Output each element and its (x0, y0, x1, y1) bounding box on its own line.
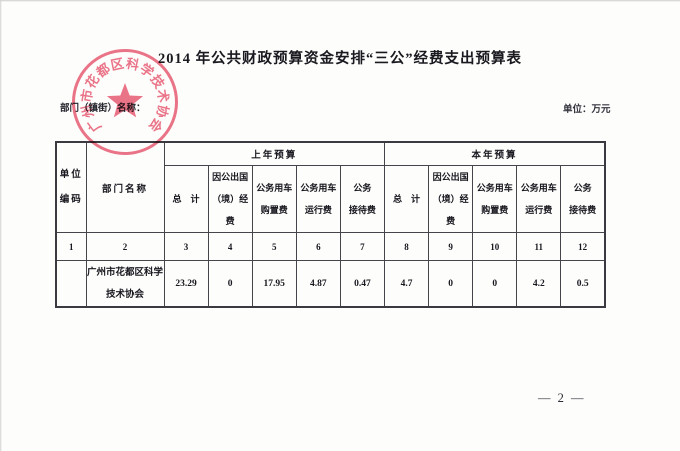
cell-value: 0 (428, 260, 474, 308)
sub-header-car-purchase-ly: 公务用车 购置费 (251, 165, 297, 233)
sub-header-abroad-ly: 因公出国 （境）经费 (207, 165, 253, 233)
sub-header-text: 公务 (573, 183, 592, 193)
cell-value: 0.47 (339, 260, 385, 308)
sub-header-car-purchase-ty: 公务用车 购置费 (472, 165, 518, 233)
unit-of-measure-label: 单位：万元 (563, 105, 611, 115)
column-number-cell: 7 (339, 232, 385, 261)
column-number-cell: 12 (560, 232, 606, 261)
svg-text:术: 术 (154, 87, 171, 103)
column-number-cell: 8 (383, 232, 430, 261)
cell-dept-name: 广州市花都区科学 技术协会 (85, 260, 165, 308)
dept-name-label: 部门（镇街）名称： (60, 104, 146, 114)
header-unit-code-line1: 单位 (59, 169, 83, 180)
sub-header-text: 公务 (353, 183, 372, 193)
stamp-star-icon (106, 83, 144, 118)
group-header-this-year: 本年预算 (383, 141, 606, 166)
column-number-cell: 11 (516, 232, 562, 261)
sub-header-text: 运行费 (525, 205, 553, 215)
column-number-cell: 1 (55, 232, 87, 261)
cell-value: 23.29 (163, 260, 209, 308)
cell-value: 4.2 (516, 260, 562, 308)
sub-header-text: 购置费 (481, 205, 509, 215)
cell-value: 0 (207, 260, 253, 308)
svg-text:会: 会 (145, 115, 165, 135)
header-unit-code: 单位 编码 (55, 141, 87, 233)
header-unit-code-line2: 编码 (59, 194, 83, 205)
cell-value: 0.5 (560, 260, 606, 308)
sub-header-total-ly: 总 计 (163, 165, 209, 233)
group-header-last-year: 上年预算 (163, 141, 385, 166)
column-number-cell: 3 (163, 232, 209, 261)
sub-header-total-ty: 总 计 (383, 165, 430, 233)
sub-header-text: 公务用车 (476, 183, 513, 193)
sub-header-text: 接待费 (348, 205, 376, 215)
column-number-cell: 6 (295, 232, 341, 261)
cell-value: 17.95 (251, 260, 297, 308)
header-dept-name: 部门名称 (85, 141, 165, 233)
budget-table: 单位 编码 部门名称 上年预算 本年预算 总 计 因公出国 （境）经费 公务用车购… (55, 141, 606, 308)
sub-header-car-operation-ty: 公务用车 运行费 (516, 165, 562, 233)
sub-header-abroad-ty: 因公出国 （境）经费 (428, 165, 474, 233)
column-number-cell: 9 (428, 232, 474, 261)
dept-name-line1: 广州市花都区科学 (86, 267, 163, 278)
cell-unit-code (55, 260, 87, 308)
sub-header-text: 因公出国 (432, 172, 469, 182)
page-title: 2014 年公共财政预算资金安排“三公”经费支出预算表 (157, 51, 523, 67)
sub-header-reception-ty: 公务 接待费 (560, 165, 606, 233)
cell-value: 4.87 (295, 260, 341, 308)
svg-text:市: 市 (79, 88, 96, 103)
sub-header-text: 总 计 (393, 194, 421, 204)
sub-header-text: 公务用车 (256, 183, 293, 193)
page-number: — 2 — (538, 391, 586, 405)
sub-header-text: 运行费 (304, 205, 332, 215)
cell-value: 4.7 (383, 260, 430, 308)
column-number-cell: 4 (207, 232, 253, 261)
cell-value: 0 (472, 260, 518, 308)
sub-header-text: 接待费 (569, 205, 597, 215)
svg-text:州: 州 (79, 103, 97, 120)
sub-header-reception-ly: 公务 接待费 (339, 165, 385, 233)
svg-text:区: 区 (109, 56, 125, 73)
column-number-cell: 10 (472, 232, 518, 261)
sub-header-text: 因公出国 (212, 172, 249, 182)
svg-text:协: 协 (154, 103, 172, 119)
sub-header-text: 总 计 (172, 194, 200, 204)
sub-header-text: （境）经费 (212, 194, 249, 226)
sub-header-text: 购置费 (260, 205, 288, 215)
stamp-ring (72, 49, 178, 155)
sub-header-text: 公务用车 (520, 183, 557, 193)
column-number-cell: 2 (85, 232, 165, 261)
column-number-cell: 5 (251, 232, 297, 261)
sub-header-text: （境）经费 (432, 194, 469, 226)
svg-text:科: 科 (125, 56, 141, 73)
sub-header-car-operation-ly: 公务用车 运行费 (295, 165, 341, 233)
sub-header-text: 公务用车 (300, 183, 337, 193)
dept-name-line2: 技术协会 (105, 289, 144, 300)
